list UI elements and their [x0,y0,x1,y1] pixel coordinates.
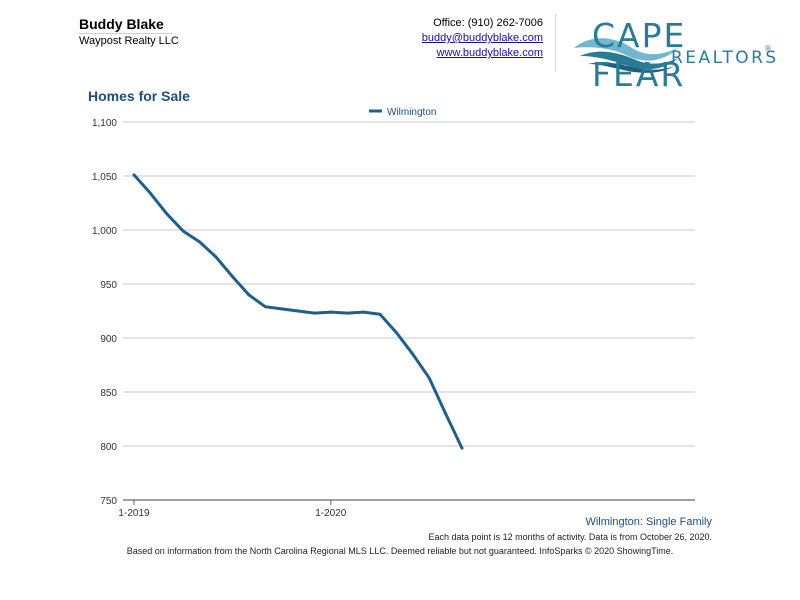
y-tick-label: 1,100 [92,118,117,129]
data-point [296,309,300,313]
y-tick-label: 1,050 [92,172,117,183]
y-tick-label: 1,000 [92,226,117,237]
data-point [247,293,251,297]
data-point [395,331,398,334]
logo-subwordmark: REALTORS [671,48,779,68]
agent-company: Waypost Realty LLC [79,35,179,47]
y-tick-label: 750 [100,496,117,507]
data-point [411,352,415,356]
data-point [214,255,218,259]
data-point [329,310,333,314]
data-point [345,311,349,315]
office-phone: Office: (910) 262-7006 [433,17,543,29]
data-point [444,412,447,415]
data-point [263,305,267,309]
header-divider [555,14,556,72]
website-link[interactable]: www.buddyblake.com [436,47,543,59]
wave-logo-icon [574,38,678,73]
y-tick-label: 950 [100,280,117,291]
data-point [198,240,202,244]
data-point [460,446,464,450]
series-label: Wilmington: Single Family [585,516,712,528]
source-note: Based on information from the North Caro… [126,546,674,556]
y-tick-label: 900 [100,334,117,345]
agent-name-divider [79,33,173,34]
legend-label: Wilmington [387,107,436,118]
x-tick-label: 1-2020 [315,508,347,519]
data-point [362,310,365,314]
data-point [313,311,316,315]
data-point [280,307,283,311]
data-point [231,275,234,278]
logo-wordmark: CAPE FEAR [592,16,687,94]
email-link[interactable]: buddy@buddyblake.com [421,32,543,44]
contact-block: Office: (910) 262-7006 buddy@buddyblake.… [422,16,543,61]
logo-registered-mark: ® [765,44,771,53]
data-point [427,376,431,380]
y-tick-label: 800 [100,442,117,453]
chart-title: Homes for Sale [88,88,190,104]
data-point [149,191,152,195]
cape-fear-realtors-logo: CAPE FEAR REALTORS ® [570,14,776,94]
data-point [181,229,185,233]
y-tick-label: 850 [100,388,117,399]
data-point [165,212,169,216]
data-point [378,312,382,316]
x-tick-label: 1-2019 [118,508,150,519]
data-note: Each data point is 12 months of activity… [428,532,712,542]
data-point [132,173,136,177]
agent-name: Buddy Blake [79,16,164,32]
